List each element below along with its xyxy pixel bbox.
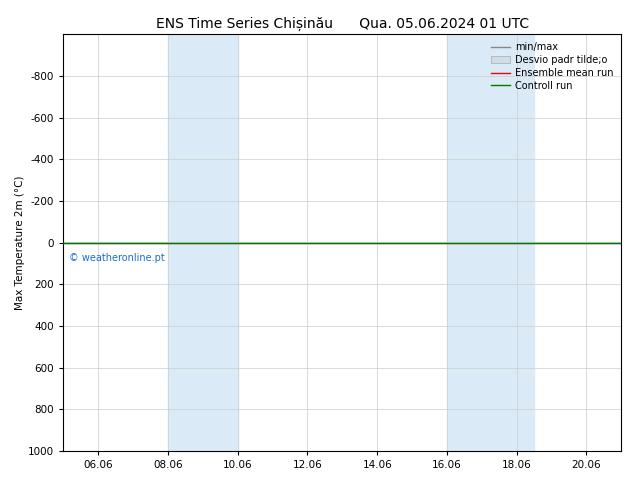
Text: © weatheronline.pt: © weatheronline.pt — [68, 253, 164, 263]
Bar — [447, 34, 534, 451]
Y-axis label: Max Temperature 2m (°C): Max Temperature 2m (°C) — [15, 175, 25, 310]
Legend: min/max, Desvio padr tilde;o, Ensemble mean run, Controll run: min/max, Desvio padr tilde;o, Ensemble m… — [488, 39, 616, 94]
Title: ENS Time Series Chișinău      Qua. 05.06.2024 01 UTC: ENS Time Series Chișinău Qua. 05.06.2024… — [156, 16, 529, 30]
Bar — [168, 34, 238, 451]
